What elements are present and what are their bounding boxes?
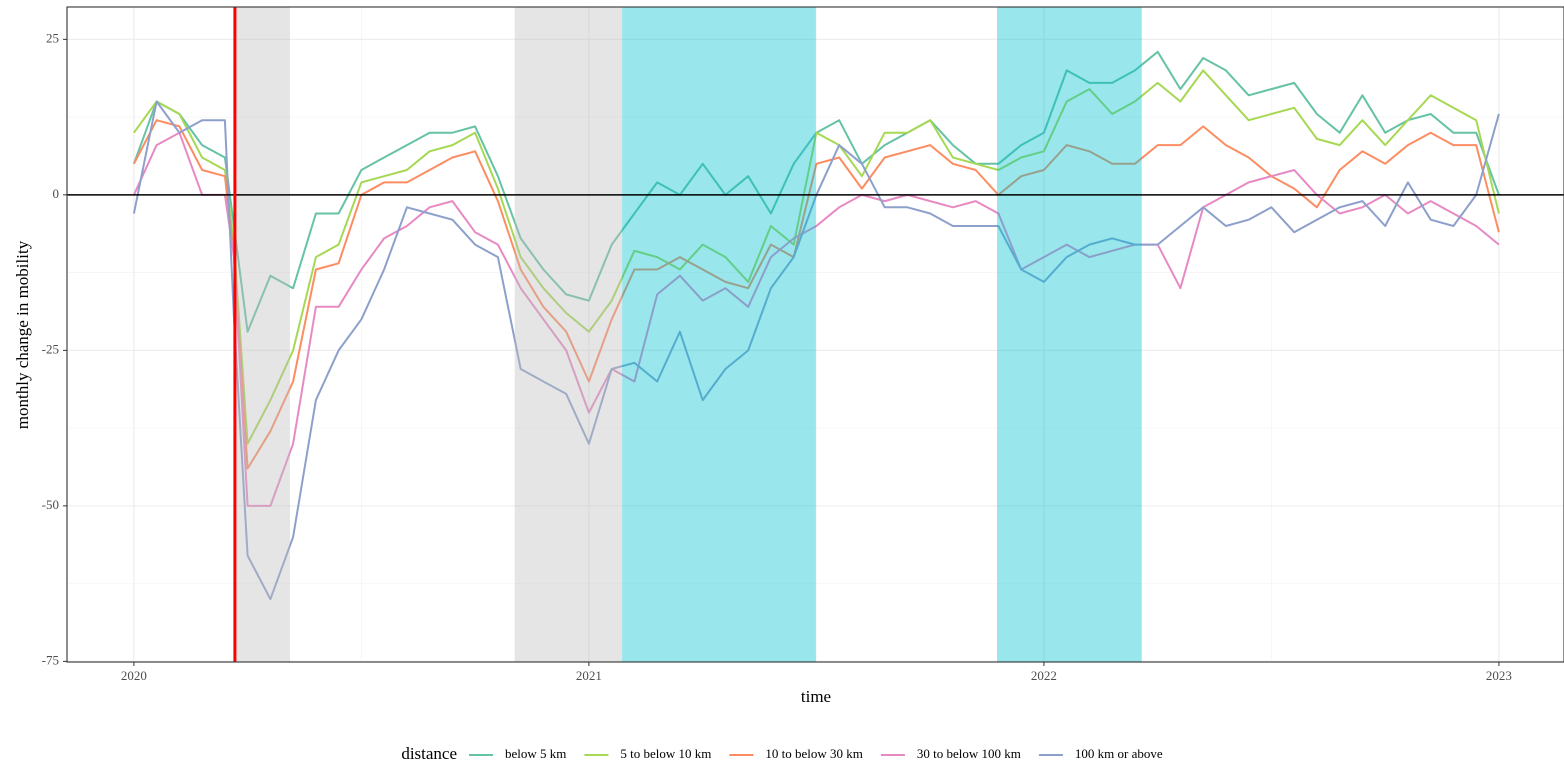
series-line xyxy=(133,69,1500,445)
y-axis-title: monthly change in mobility xyxy=(13,240,32,429)
shaded-period xyxy=(622,7,816,662)
x-tick-label: 2020 xyxy=(121,668,147,683)
shaded-period xyxy=(234,7,290,662)
legend-label: 10 to below 30 km xyxy=(765,746,863,761)
x-axis-title: time xyxy=(801,687,831,706)
series-line xyxy=(132,100,1500,601)
x-tick-label: 2022 xyxy=(1031,668,1057,683)
shaded-period xyxy=(997,7,1142,662)
series-line xyxy=(132,50,1500,333)
y-tick-label: -25 xyxy=(42,341,59,356)
y-tick-label: 0 xyxy=(53,186,60,201)
legend-label: 5 to below 10 km xyxy=(620,746,711,761)
x-tick-label: 2021 xyxy=(576,668,602,683)
y-tick-label: 25 xyxy=(46,30,59,45)
legend-label: below 5 km xyxy=(505,746,566,761)
legend-label: 100 km or above xyxy=(1075,746,1163,761)
y-tick-label: -75 xyxy=(42,652,59,667)
y-tick-label: -50 xyxy=(42,497,59,512)
series-line xyxy=(132,131,1500,507)
x-tick-label: 2023 xyxy=(1486,668,1512,683)
series-line xyxy=(133,119,1500,470)
legend-label: 30 to below 100 km xyxy=(917,746,1021,761)
shaded-period xyxy=(514,7,623,662)
legend-title: distance xyxy=(401,744,457,763)
panel-border xyxy=(66,6,1564,663)
